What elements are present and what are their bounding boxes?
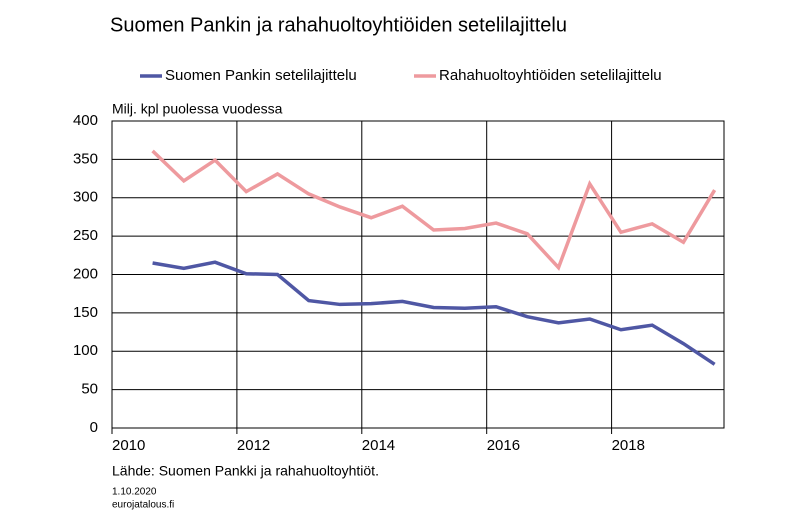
x-tick-label: 2014 — [362, 437, 395, 454]
x-tick-label: 2012 — [237, 437, 270, 454]
x-tick-label: 2016 — [487, 437, 520, 454]
legend-label: Suomen Pankin setelilajittelu — [165, 67, 357, 84]
y-tick-label: 200 — [73, 265, 98, 282]
site: eurojatalous.fi — [112, 500, 174, 511]
x-tick-label: 2010 — [112, 437, 145, 454]
y-tick-label: 250 — [73, 227, 98, 244]
line — [152, 260, 716, 366]
y-tick-label: 400 — [73, 112, 98, 129]
y-tick-label: 350 — [73, 150, 98, 167]
legend-label: Rahahuoltoyhtiöiden setelilajittelu — [439, 67, 662, 84]
date: 1.10.2020 — [112, 487, 157, 498]
y-axis-label: Milj. kpl puolessa vuodessa — [112, 101, 283, 117]
chart-title: Suomen Pankin ja rahahuoltoyhtiöiden set… — [110, 14, 567, 36]
y-tick-label: 300 — [73, 189, 98, 206]
y-tick-label: 0 — [90, 419, 98, 436]
source: Lähde: Suomen Pankki ja rahahuoltoyhtiöt… — [112, 463, 379, 479]
line — [151, 149, 717, 271]
y-tick-label: 50 — [81, 381, 98, 398]
y-tick-label: 100 — [73, 342, 98, 359]
y-tick-label: 150 — [73, 304, 98, 321]
plot-frame — [111, 120, 725, 429]
x-tick-label: 2018 — [612, 437, 645, 454]
